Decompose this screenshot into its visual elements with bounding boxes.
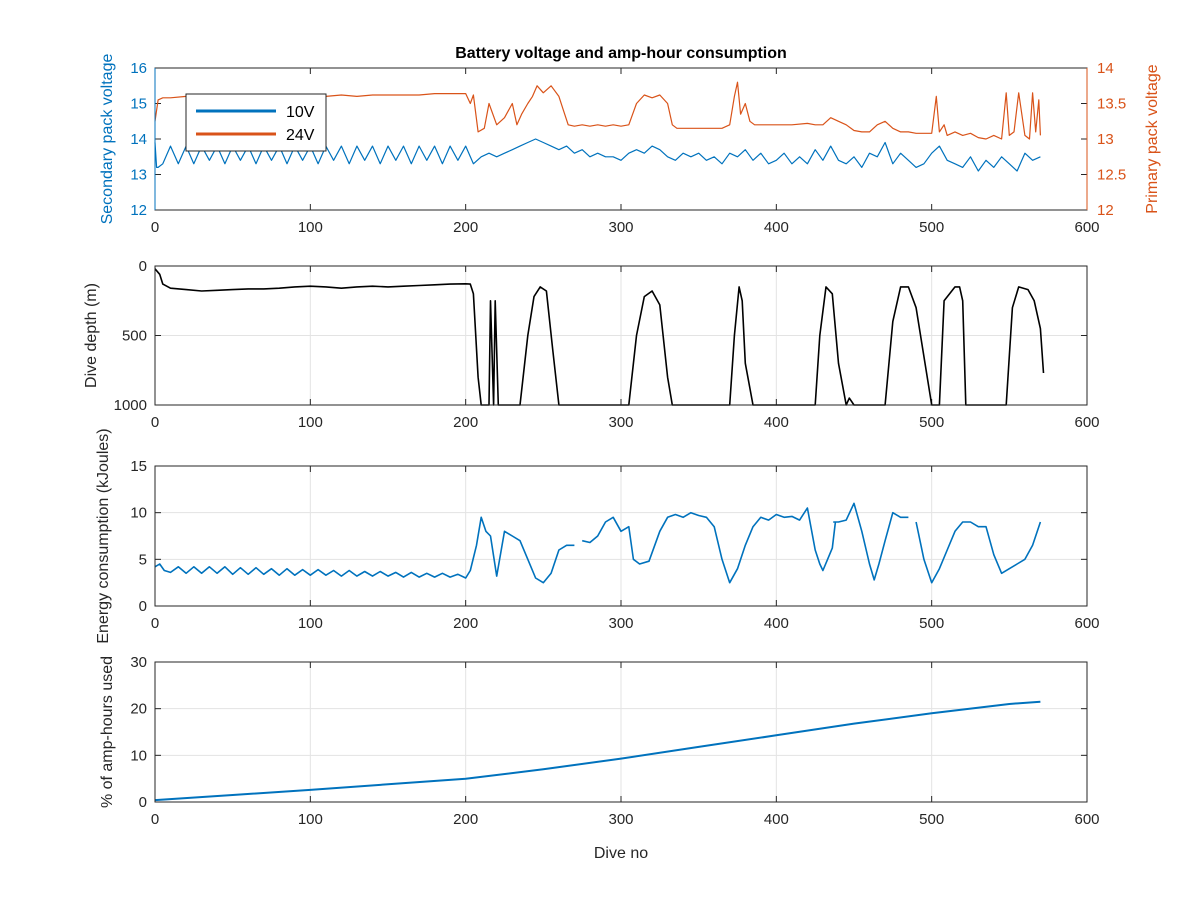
y-tick-label: 20 bbox=[130, 701, 147, 718]
x-tick-label: 100 bbox=[298, 414, 323, 431]
figure-title: Battery voltage and amp-hour consumption bbox=[455, 45, 787, 62]
x-tick-label: 500 bbox=[919, 219, 944, 236]
x-tick-label: 500 bbox=[919, 615, 944, 632]
y-tick-label: 500 bbox=[122, 328, 147, 345]
y-tick-label-right: 12 bbox=[1097, 202, 1114, 219]
y-axis-label: Dive depth (m) bbox=[83, 283, 100, 388]
x-tick-label: 500 bbox=[919, 811, 944, 828]
y-tick-label-right: 13.5 bbox=[1097, 96, 1126, 113]
plot-frame bbox=[154, 265, 1088, 406]
amphours-line bbox=[154, 700, 1041, 802]
x-tick-label: 400 bbox=[764, 615, 789, 632]
energy-line bbox=[154, 502, 1042, 584]
y-tick-label: 1000 bbox=[114, 397, 147, 414]
x-tick-label: 500 bbox=[919, 414, 944, 431]
y-axis-label: Energy consumption (kJoules) bbox=[95, 428, 112, 643]
x-tick-label: 0 bbox=[151, 414, 159, 431]
x-tick-label: 0 bbox=[151, 615, 159, 632]
y-tick-label: 13 bbox=[130, 167, 147, 184]
x-tick-label: 600 bbox=[1074, 615, 1099, 632]
y-tick-label-right: 12.5 bbox=[1097, 167, 1126, 184]
legend-label-10v: 10V bbox=[286, 104, 315, 121]
x-axis-label: Dive no bbox=[594, 845, 648, 862]
y-tick-label: 15 bbox=[130, 96, 147, 113]
y-tick-label: 10 bbox=[130, 747, 147, 764]
legend-box bbox=[185, 93, 327, 152]
x-tick-label: 0 bbox=[151, 219, 159, 236]
legend-label-24v: 24V bbox=[286, 127, 315, 144]
y-tick-label: 0 bbox=[139, 794, 147, 811]
x-tick-label: 0 bbox=[151, 811, 159, 828]
y-tick-label: 12 bbox=[130, 202, 147, 219]
y-tick-label: 16 bbox=[130, 60, 147, 77]
y-axis-label: Secondary pack voltage bbox=[99, 54, 116, 225]
y-axis-label: Primary pack voltage bbox=[1144, 64, 1161, 213]
x-tick-label: 600 bbox=[1074, 414, 1099, 431]
x-tick-label: 300 bbox=[608, 615, 633, 632]
y-tick-label: 0 bbox=[139, 258, 147, 275]
x-tick-label: 200 bbox=[453, 615, 478, 632]
x-tick-label: 600 bbox=[1074, 219, 1099, 236]
x-tick-label: 400 bbox=[764, 811, 789, 828]
y-axis-label: % of amp-hours used bbox=[99, 656, 116, 808]
y-tick-label: 15 bbox=[130, 458, 147, 475]
x-tick-label: 300 bbox=[608, 811, 633, 828]
x-tick-label: 300 bbox=[608, 219, 633, 236]
y-tick-label-right: 13 bbox=[1097, 131, 1114, 148]
series-24v-line bbox=[154, 81, 1041, 140]
y-tick-label: 14 bbox=[130, 131, 147, 148]
x-tick-label: 400 bbox=[764, 414, 789, 431]
x-tick-label: 100 bbox=[298, 219, 323, 236]
x-tick-label: 100 bbox=[298, 811, 323, 828]
y-tick-label: 30 bbox=[130, 654, 147, 671]
x-tick-label: 200 bbox=[453, 219, 478, 236]
series-10v-line bbox=[154, 138, 1041, 172]
x-tick-label: 600 bbox=[1074, 811, 1099, 828]
y-tick-label: 10 bbox=[130, 505, 147, 522]
y-tick-label: 5 bbox=[139, 551, 147, 568]
y-tick-label: 0 bbox=[139, 598, 147, 615]
x-tick-label: 200 bbox=[453, 811, 478, 828]
x-tick-label: 400 bbox=[764, 219, 789, 236]
x-tick-label: 100 bbox=[298, 615, 323, 632]
x-tick-label: 200 bbox=[453, 414, 478, 431]
plot-frame bbox=[154, 465, 1088, 607]
depth-line bbox=[154, 268, 1045, 406]
plot-frame bbox=[154, 661, 1088, 803]
y-tick-label-right: 14 bbox=[1097, 60, 1114, 77]
x-tick-label: 300 bbox=[608, 414, 633, 431]
